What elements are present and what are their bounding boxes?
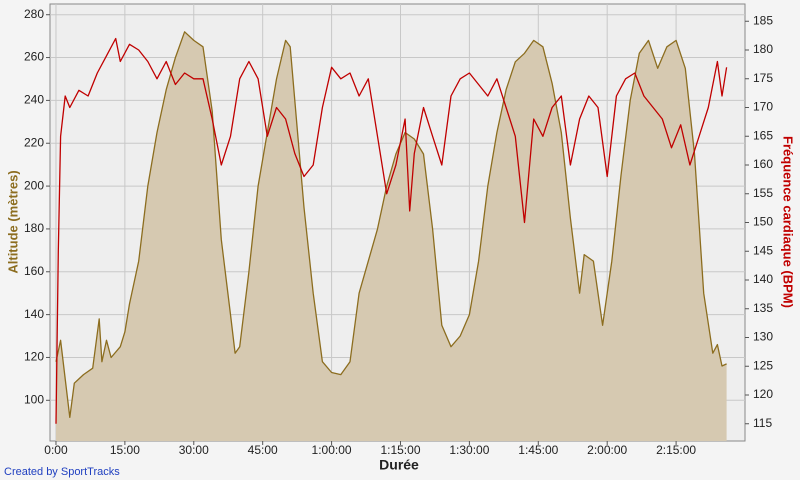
y2-tick-label: 145 xyxy=(753,243,773,257)
y-tick-label: 200 xyxy=(24,178,44,192)
y-tick-label: 180 xyxy=(24,221,44,235)
y-tick-label: 280 xyxy=(24,7,44,21)
x-tick-label: 2:00:00 xyxy=(587,443,627,457)
y2-tick-label: 185 xyxy=(753,13,773,27)
y-tick-label: 260 xyxy=(24,50,44,64)
y-tick-label: 100 xyxy=(24,392,44,406)
area xyxy=(56,31,727,442)
y2-tick-label: 155 xyxy=(753,186,773,200)
y2-tick-label: 170 xyxy=(753,100,773,114)
y2-tick-label: 130 xyxy=(753,330,773,344)
y2-axis-label: Fréquence cardiaque (BPM) xyxy=(781,136,796,308)
x-tick-label: 1:45:00 xyxy=(518,443,558,457)
y2-tick-label: 175 xyxy=(753,71,773,85)
y-tick-label: 240 xyxy=(24,93,44,107)
x-axis-label: Durée xyxy=(379,457,419,473)
y2-tick-label: 120 xyxy=(753,387,773,401)
y-tick-label: 120 xyxy=(24,350,44,364)
y-tick-label: 220 xyxy=(24,135,44,149)
y2-tick-label: 180 xyxy=(753,42,773,56)
y2-tick-label: 160 xyxy=(753,157,773,171)
x-tick-label: 30:00 xyxy=(179,443,209,457)
x-tick-label: 45:00 xyxy=(248,443,278,457)
y2-tick-label: 140 xyxy=(753,272,773,286)
series-line xyxy=(55,31,727,419)
x-tick-label: 0:00 xyxy=(44,443,68,457)
footer: Created by SportTracks xyxy=(4,466,120,478)
x-tick-label: 1:30:00 xyxy=(449,443,489,457)
y2-tick-label: 115 xyxy=(753,416,772,430)
x-tick-label: 2:15:00 xyxy=(656,443,696,457)
y-tick-label: 140 xyxy=(24,307,44,321)
x-tick-label: 15:00 xyxy=(110,443,140,457)
y-tick-label: 160 xyxy=(24,264,44,278)
x-tick-label: 1:15:00 xyxy=(380,443,420,457)
y2-tick-label: 150 xyxy=(753,215,773,229)
y2-tick-label: 135 xyxy=(753,301,773,315)
series-line xyxy=(55,37,728,424)
y-axis-label: Altitude (mètres) xyxy=(5,170,20,273)
x-tick-label: 1:00:00 xyxy=(312,443,352,457)
y2-tick-label: 125 xyxy=(753,358,773,372)
y2-tick-label: 165 xyxy=(753,128,773,142)
